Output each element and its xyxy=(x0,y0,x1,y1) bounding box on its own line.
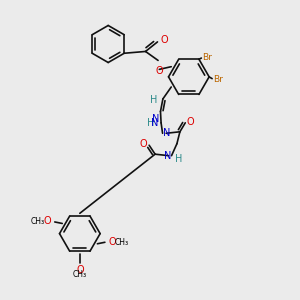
Text: Br: Br xyxy=(213,75,223,84)
Text: Br: Br xyxy=(202,53,212,62)
Text: O: O xyxy=(187,117,194,127)
Text: H: H xyxy=(150,94,158,104)
Text: O: O xyxy=(155,66,163,76)
Text: H: H xyxy=(175,154,182,164)
Text: N: N xyxy=(152,114,159,124)
Text: O: O xyxy=(76,265,84,275)
Text: O: O xyxy=(160,35,168,45)
Text: CH₃: CH₃ xyxy=(31,218,45,226)
Text: O: O xyxy=(109,237,116,247)
Text: N: N xyxy=(164,128,171,138)
Text: O: O xyxy=(139,139,147,149)
Text: CH₃: CH₃ xyxy=(115,238,129,247)
Text: N: N xyxy=(151,118,158,128)
Text: N: N xyxy=(164,151,172,161)
Text: H: H xyxy=(147,118,154,128)
Text: O: O xyxy=(44,216,51,226)
Text: CH₃: CH₃ xyxy=(73,270,87,279)
